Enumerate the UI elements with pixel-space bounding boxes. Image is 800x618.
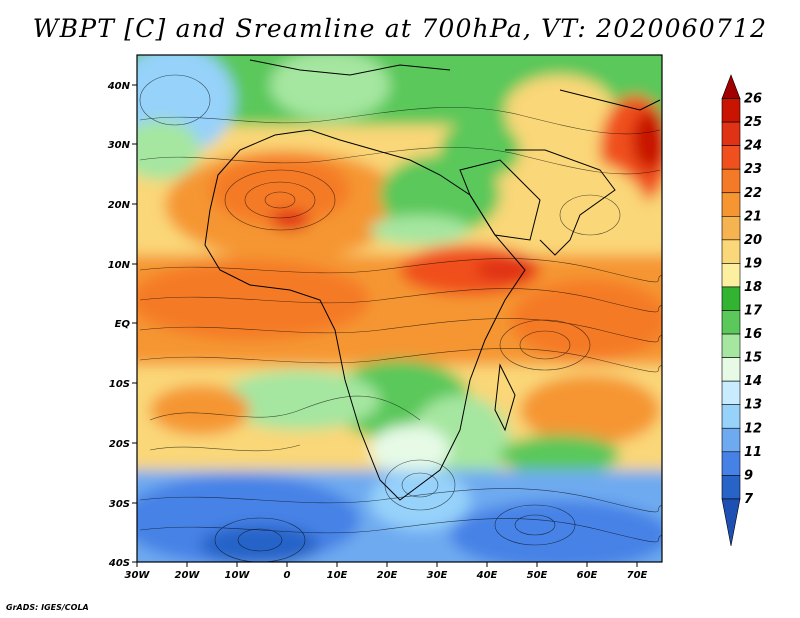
colorbar-label: 14	[744, 374, 762, 389]
lat-tick-label: 40S	[108, 558, 130, 569]
colorbar-segment	[721, 475, 741, 500]
lon-tick-label: 30E	[427, 570, 448, 581]
lat-tick-label: 20N	[108, 200, 131, 211]
lon-tick-label: 20W	[175, 570, 201, 581]
temperature-field	[137, 55, 662, 562]
lon-tick-label: 0	[284, 570, 291, 581]
lon-tick-label: 50E	[527, 570, 548, 581]
colorbar-label: 13	[744, 398, 762, 413]
lon-tick-label: 20E	[377, 570, 398, 581]
map-frame	[136, 54, 663, 563]
colorbar-segment	[721, 357, 741, 382]
colorbar-label: 23	[744, 162, 762, 177]
longitude-axis: 30W 20W 10W 0 10E 20E 30E 40E 50E 60E 70…	[125, 562, 648, 581]
colorbar-bottom-triangle	[721, 498, 741, 547]
lon-tick-label: 10W	[225, 570, 251, 581]
lat-tick-label: 40N	[107, 81, 131, 92]
colorbar-label: 17	[744, 304, 763, 319]
colorbar-label: 12	[744, 421, 762, 436]
coastlines	[204, 59, 661, 501]
colorbar-segment	[721, 333, 741, 358]
colorbar-segment	[721, 380, 741, 405]
colorbar-label: 26	[744, 92, 762, 107]
colorbar-label: 19	[744, 256, 762, 271]
colorbar-segment	[721, 310, 741, 335]
colorbar-segment	[721, 239, 741, 264]
lat-tick-label: EQ	[115, 319, 131, 330]
streamlines	[139, 74, 662, 562]
colorbar-label: 25	[744, 115, 762, 130]
lat-tick-label: 20S	[109, 439, 130, 450]
colorbar-segment	[721, 216, 741, 241]
colorbar-label: 20	[744, 233, 762, 248]
colorbar-label: 15	[744, 351, 762, 366]
colorbar-segment	[721, 168, 741, 194]
colorbar-segment	[721, 121, 741, 146]
colorbar-label: 16	[744, 327, 762, 342]
colorbar-segment	[721, 427, 741, 453]
lon-tick-label: 70E	[627, 570, 648, 581]
lon-tick-label: 30W	[125, 570, 151, 581]
lon-tick-label: 40E	[476, 570, 498, 581]
colorbar-top-triangle	[721, 74, 741, 99]
credit-label: GrADS: IGES/COLA	[6, 603, 89, 612]
lon-tick-label: 10E	[327, 570, 348, 581]
colorbar-segment	[721, 192, 741, 217]
colorbar-segment	[721, 404, 741, 429]
colorbar-label: 21	[744, 209, 762, 224]
lon-tick-label: 60E	[577, 570, 598, 581]
colorbar-segment	[721, 451, 741, 476]
lat-tick-label: 10N	[108, 260, 131, 271]
latitude-axis: 40N 30N 20N 10N EQ 10S 20S 30S 40S	[107, 81, 137, 569]
map-title: WBPT [C] and Sreamline at 700hPa, VT: 20…	[32, 14, 768, 43]
lat-tick-label: 30S	[109, 499, 130, 510]
colorbar-label: 9	[744, 468, 753, 483]
colorbar-segment	[721, 286, 741, 311]
colorbar-segment	[721, 145, 741, 170]
colorbar-segment	[721, 98, 741, 123]
lat-tick-label: 10S	[109, 379, 130, 390]
colorbar: 26 25 24 23 22 21 20 19 18 17 16 15 14 13 12 11 9 7	[721, 74, 763, 547]
colorbar-label: 11	[744, 445, 762, 460]
colorbar-label: 18	[744, 280, 762, 295]
colorbar-label: 22	[744, 186, 762, 201]
colorbar-label: 24	[744, 139, 762, 154]
colorbar-segment	[721, 263, 741, 288]
colorbar-label: 7	[744, 492, 754, 507]
lat-tick-label: 30N	[108, 140, 131, 151]
